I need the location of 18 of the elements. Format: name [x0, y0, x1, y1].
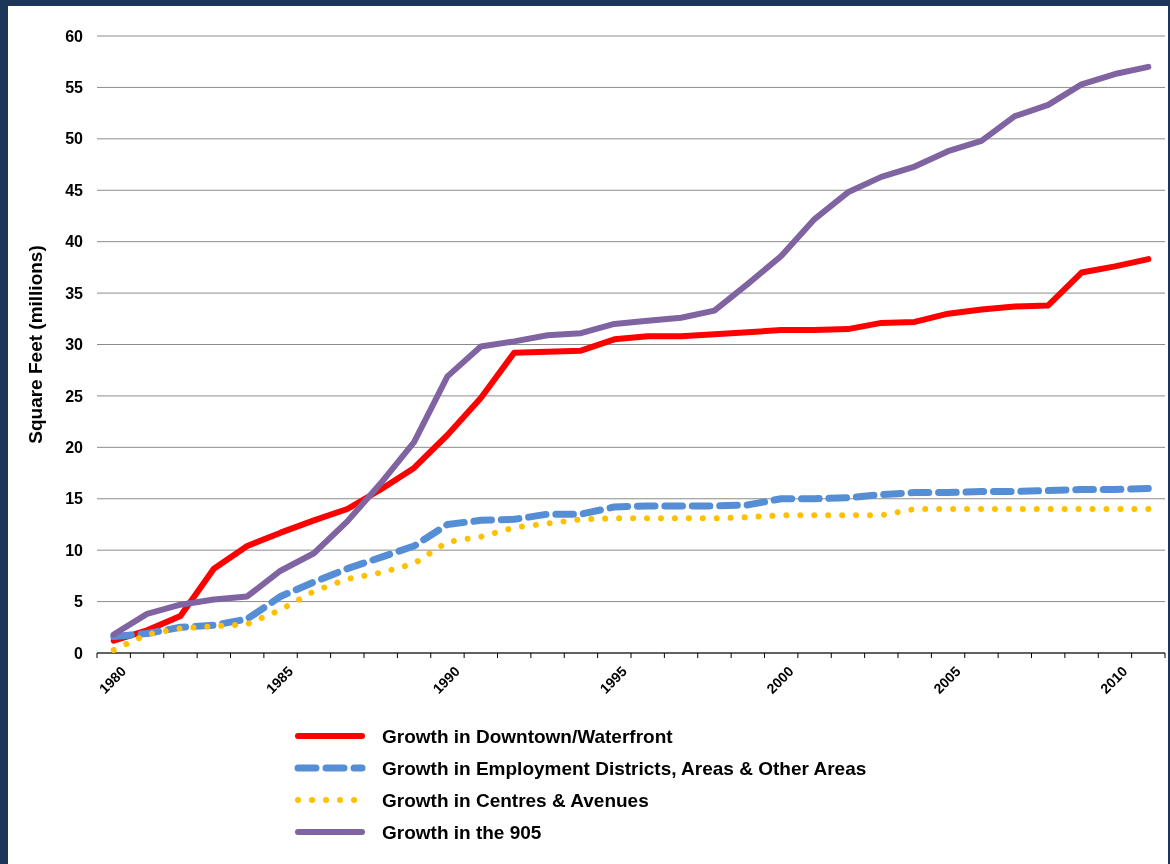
- legend-label: Growth in the 905: [382, 821, 542, 843]
- y-tick-label: 35: [65, 284, 84, 302]
- y-tick-label: 55: [65, 79, 84, 97]
- y-tick-label: 60: [65, 27, 84, 45]
- y-tick-label: 10: [65, 541, 84, 559]
- y-tick-label: 50: [65, 130, 84, 148]
- legend-label: Growth in Downtown/Waterfront: [382, 725, 674, 747]
- y-tick-label: 0: [74, 644, 84, 662]
- y-axis-title: Square Feet (millions): [25, 245, 46, 444]
- y-tick-label: 40: [65, 233, 84, 251]
- y-tick-label: 25: [65, 387, 84, 405]
- legend-label: Growth in Employment Districts, Areas & Other Areas: [382, 757, 867, 779]
- legend-label: Growth in Centres & Avenues: [382, 789, 649, 811]
- y-tick-label: 20: [65, 438, 84, 456]
- y-tick-label: 45: [65, 181, 84, 199]
- y-tick-label: 30: [65, 336, 84, 354]
- y-tick-label: 15: [65, 490, 84, 508]
- y-tick-label: 5: [74, 593, 84, 611]
